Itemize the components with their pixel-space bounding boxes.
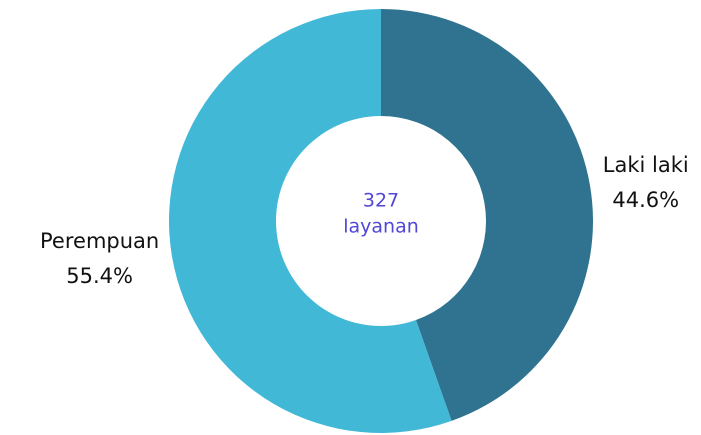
donut [169,9,594,433]
slice-label: Laki laki [603,153,689,177]
donut-slice [169,9,452,433]
slice-label: Perempuan [40,229,159,253]
slice-value-label: 44.6% [612,188,679,212]
slice-value-label: 55.4% [66,264,133,288]
center-value: 327 [363,190,399,212]
donut-slice [381,9,594,421]
center-caption: layanan [343,216,419,238]
